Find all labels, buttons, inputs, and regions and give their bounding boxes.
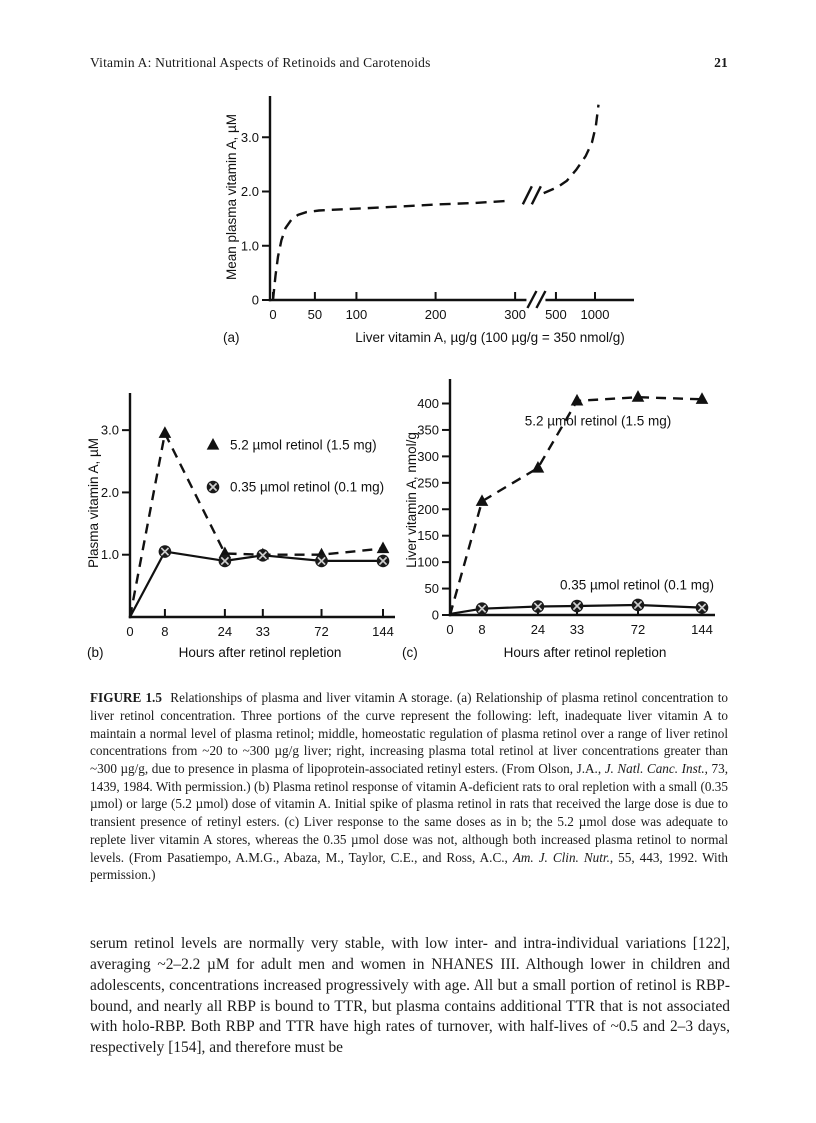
x-tick-label: 33 [570,622,584,637]
y-tick-label: 0 [432,608,439,623]
y-tick-label: 2.0 [241,184,259,199]
x-tick-label: 1000 [581,307,610,322]
panel-label: (b) [87,645,104,660]
triangle-marker [570,393,584,406]
circle-x-cross [533,602,543,611]
x-tick-label: 8 [478,622,485,637]
y-axis-title: Plasma vitamin A, µM [86,438,101,568]
y-tick-label: 250 [417,475,439,490]
citation-italic: Am. J. Clin. Nutr. [512,849,610,865]
axis-break-gap [526,297,546,303]
body-paragraph: serum retinol levels are normally very s… [90,935,730,1056]
x-axis-title: Hours after retinol repletion [179,645,342,660]
y-tick-label: 1.0 [101,547,119,562]
y-tick-label: 3.0 [101,423,119,438]
y-axis-title: Mean plasma vitamin A, µM [224,114,239,280]
x-tick-label: 200 [425,307,447,322]
axis-break-slash [535,290,547,309]
series-annotation: 5.2 µmol retinol (1.5 mg) [525,413,672,428]
series-line [271,199,512,301]
legend-label: 0.35 µmol retinol (0.1 mg) [230,480,384,495]
x-axis-title: Liver vitamin A, µg/g (100 µg/g = 350 nm… [355,330,625,345]
chart-panel-b: 0 8 24 33 72 144 1.0 2.0 3.0 5.2 µmol retinol (1.… [85,373,417,667]
chart-b-svg: 0 8 24 33 72 144 1.0 2.0 3.0 5.2 µmol retinol (1.… [86,393,395,660]
legend-label: 5.2 µmol retinol (1.5 mg) [230,438,377,453]
y-tick-label: 150 [417,528,439,543]
series-line [448,395,703,616]
triangle-marker [376,541,390,554]
series-annotation: 0.35 µmol retinol (0.1 mg) [560,577,714,592]
x-tick-label: 8 [161,624,168,639]
series-line [543,104,600,195]
y-tick-label: 300 [417,449,439,464]
x-tick-label: 0 [446,622,453,637]
y-tick-label: 0 [252,293,259,308]
y-tick-label: 400 [417,396,439,411]
triangle-marker [158,426,172,438]
triangle-marker [631,390,645,402]
circle-x-cross [208,482,218,492]
y-tick-label: 350 [417,422,439,437]
chart-panel-c: 0 8 24 33 72 144 0 50 100 150 200 250 300 350 400 5.2 µ… [400,373,746,667]
series-line [128,429,384,618]
axis-break-slash [526,290,538,309]
caption-text: Relationships of plasma and liver vitami… [90,690,728,776]
x-tick-label: 144 [372,624,394,639]
caption-text: , 73, 1439, 1984. With permission.) (b) … [90,761,728,865]
circle-x-cross [572,601,582,611]
x-tick-label: 0 [269,307,276,322]
x-tick-label: 50 [308,307,322,322]
x-tick-label: 144 [691,622,713,637]
triangle-marker [695,392,709,404]
triangle-marker [475,494,489,506]
x-tick-label: 0 [126,624,133,639]
page-number: 21 [714,55,728,70]
x-tick-label: 72 [314,624,328,639]
panel-label: (a) [223,330,240,345]
x-axis-title: Hours after retinol repletion [504,645,667,660]
circle-x-cross [378,556,388,566]
y-tick-label: 200 [417,502,439,517]
curve-break-slash [521,185,533,205]
x-tick-label: 300 [504,307,526,322]
triangle-marker [218,546,232,559]
circle-x-cross [258,551,268,560]
y-tick-label: 3.0 [241,130,259,145]
triangle-marker [531,461,545,473]
y-axis-title: Liver vitamin A, nmol/g [404,432,419,568]
chart-a-svg: 0 50 100 200 300 500 1000 0 1.0 2.0 3.0 (a) Liver vi… [223,96,634,345]
figure-label: FIGURE 1.5 [90,690,162,706]
caption-text: , 55, 443, 1992. With permission.) [90,849,728,883]
x-tick-label: 100 [346,307,368,322]
y-tick-label: 50 [425,581,439,596]
series-line [129,550,383,618]
circle-x-cross [160,547,170,556]
running-head-title: Vitamin A: Nutritional Aspects of Retino… [90,55,431,70]
chart-panel-a: 0 50 100 200 300 500 1000 0 1.0 2.0 3.0 (a) Liver vi… [222,92,646,362]
x-tick-label: 500 [545,307,567,322]
circle-x-cross [697,603,707,612]
panel-label: (c) [402,645,418,660]
circle-x-cross [220,556,230,566]
triangle-marker [206,438,220,450]
y-tick-label: 100 [417,555,439,570]
circle-x-cross [477,604,487,613]
x-tick-label: 72 [631,622,645,637]
x-tick-label: 33 [256,624,270,639]
circle-x-cross [317,556,326,566]
running-head: Vitamin A: Nutritional Aspects of Retino… [90,55,728,71]
chart-c-svg: 0 8 24 33 72 144 0 50 100 150 200 250 300 350 400 5.2 µ… [402,379,715,660]
y-tick-label: 1.0 [241,238,259,253]
x-tick-label: 24 [531,622,545,637]
curve-break-slash [530,185,542,205]
citation-italic: J. Natl. Canc. Inst. [604,761,705,776]
circle-x-cross [633,600,643,610]
x-tick-label: 24 [218,624,232,639]
figure-caption: FIGURE 1.5 Relationships of plasma and l… [90,689,728,884]
y-tick-label: 2.0 [101,485,119,500]
